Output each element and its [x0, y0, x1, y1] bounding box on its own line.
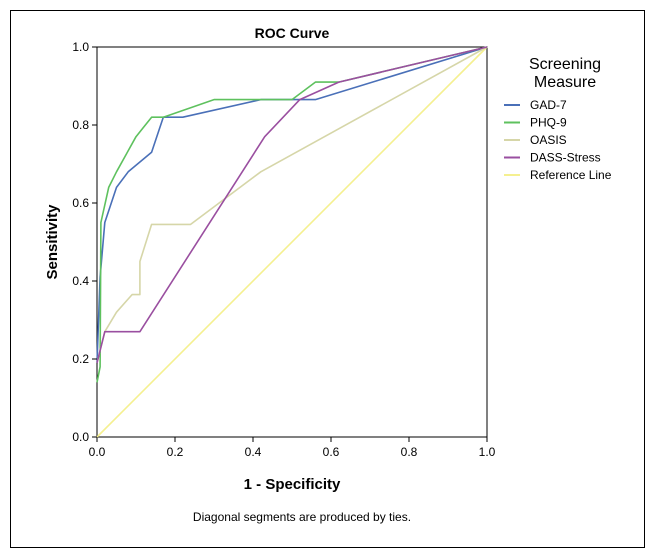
- x-tick-label: 0.4: [245, 445, 262, 459]
- series-layer: [96, 46, 488, 438]
- legend-items: GAD-7 PHQ-9 OASIS DASS-Stress Reference Line: [504, 98, 612, 182]
- x-tick-label: 1.0: [479, 445, 496, 459]
- y-tick-label: 0.0: [72, 430, 89, 444]
- series-line-phq-9: [96, 46, 488, 383]
- x-tick-label: 0.6: [323, 445, 340, 459]
- y-tick-label: 1.0: [72, 40, 89, 54]
- legend-label-oasis: OASIS: [530, 133, 567, 147]
- legend-title-line2: Measure: [534, 74, 596, 91]
- series-line-dass-stress: [96, 46, 488, 364]
- y-tick-label: 0.6: [72, 196, 89, 210]
- x-axis-title: 1 - Specificity: [244, 476, 341, 493]
- legend-label-dass-stress: DASS-Stress: [530, 151, 601, 165]
- y-axis-title: Sensitivity: [44, 204, 61, 280]
- legend-label-phq-9: PHQ-9: [530, 116, 567, 130]
- y-tick-label: 0.4: [72, 274, 89, 288]
- x-tick-label: 0.0: [89, 445, 106, 459]
- legend: Screening Measure GAD-7 PHQ-9 OASIS DASS-St…: [504, 56, 612, 182]
- x-tick-label: 0.2: [167, 445, 184, 459]
- x-tick-label: 0.8: [401, 445, 418, 459]
- y-tick-label: 0.8: [72, 118, 89, 132]
- legend-title-line1: Screening: [529, 56, 601, 73]
- ticks-layer: 0.0 0.2 0.4 0.6 0.8 1.0 0.0 0.2 0.4 0.6 0.8 1.0: [72, 40, 495, 459]
- y-tick-label: 0.2: [72, 352, 89, 366]
- footnote: Diagonal segments are produced by ties.: [193, 510, 411, 524]
- chart-title: ROC Curve: [255, 25, 330, 41]
- series-line-reference-line: [96, 46, 488, 438]
- legend-label-reference-line: Reference Line: [530, 168, 612, 182]
- legend-label-gad-7: GAD-7: [530, 98, 567, 112]
